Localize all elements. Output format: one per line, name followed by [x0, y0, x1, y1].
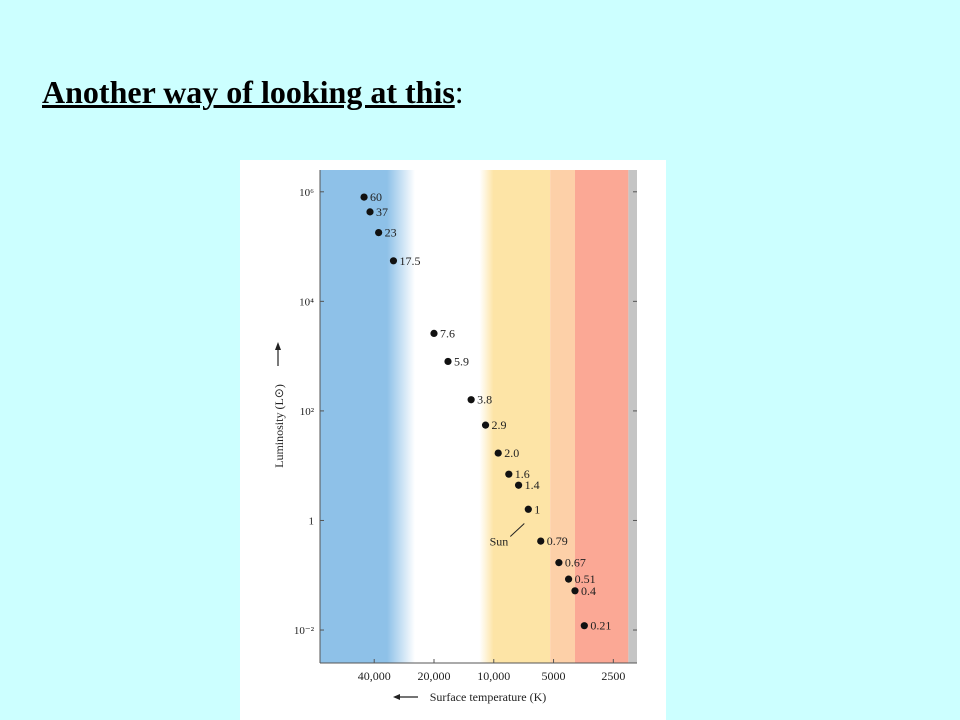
star-point	[444, 357, 452, 366]
star-point	[375, 228, 383, 237]
y-tick-label: 10⁻²	[294, 625, 315, 637]
temperature-band	[574, 170, 629, 663]
star-point	[481, 421, 490, 429]
star-point	[571, 587, 579, 595]
slide-title-colon: :	[454, 74, 464, 110]
star-point	[555, 559, 563, 567]
band-transition	[479, 170, 494, 663]
star-point	[524, 505, 532, 513]
star-mass-label: 3.8	[477, 393, 492, 407]
temperature-band	[628, 170, 637, 663]
star-mass-label: 0.21	[590, 619, 611, 633]
temperature-band	[550, 170, 575, 663]
star-mass-label: 2.0	[504, 446, 519, 460]
star-mass-label: 0.79	[547, 534, 568, 548]
star-point	[494, 449, 502, 457]
star-mass-label: 0.51	[575, 572, 596, 586]
star-mass-label: 23	[385, 226, 397, 240]
temperature-band	[320, 170, 400, 663]
star-point	[580, 622, 588, 630]
star-point	[366, 208, 374, 216]
sun-pointer-line	[509, 523, 525, 537]
x-tick-label: 2500	[601, 669, 625, 683]
star-point	[537, 537, 545, 545]
star-mass-label: 17.5	[399, 254, 420, 268]
slide-title: Another way of looking at this:	[42, 74, 464, 111]
star-point	[505, 470, 513, 478]
x-tick-label: 10,000	[477, 669, 510, 683]
x-tick-label: 40,000	[358, 669, 391, 683]
star-point	[430, 329, 438, 338]
y-tick-label: 10²	[300, 406, 315, 418]
star-point	[467, 396, 475, 404]
star-mass-label: 1.4	[525, 478, 540, 492]
star-mass-label: 37	[376, 205, 388, 219]
x-axis-arrow-head	[393, 694, 400, 700]
star-point	[389, 257, 398, 265]
star-point	[360, 193, 368, 201]
hr-diagram-chart: 10⁶ 10⁴ 10² 1 10⁻² 40,000 20,000 10,000 5000 2500…	[272, 170, 637, 704]
y-axis-arrow-head	[275, 342, 281, 350]
y-tick-label: 10⁴	[299, 296, 314, 308]
star-mass-label: 0.4	[581, 584, 596, 598]
hr-diagram-figure: 10⁶ 10⁴ 10² 1 10⁻² 40,000 20,000 10,000 5000 2500…	[240, 160, 666, 720]
star-mass-label: 1	[534, 502, 540, 516]
slide-title-text: Another way of looking at this	[42, 74, 455, 110]
x-tick-label: 20,000	[417, 669, 450, 683]
star-point	[514, 481, 523, 489]
y-tick-label: 1	[309, 515, 315, 527]
band-transition	[387, 170, 416, 663]
x-axis-label: Surface temperature (K)	[430, 690, 547, 704]
temperature-band	[489, 170, 551, 663]
sun-label: Sun	[490, 534, 509, 548]
star-mass-label: 1.6	[515, 467, 530, 481]
star-mass-label: 2.9	[492, 418, 507, 432]
y-tick-label: 10⁶	[299, 187, 314, 199]
y-axis-label: Luminosity (L⊙)	[272, 384, 286, 468]
star-mass-label: 7.6	[440, 326, 455, 340]
x-tick-label: 5000	[542, 669, 566, 683]
star-point	[564, 575, 573, 583]
star-mass-label: 60	[370, 190, 382, 204]
star-mass-label: 5.9	[454, 354, 469, 368]
star-mass-label: 0.67	[565, 556, 586, 570]
